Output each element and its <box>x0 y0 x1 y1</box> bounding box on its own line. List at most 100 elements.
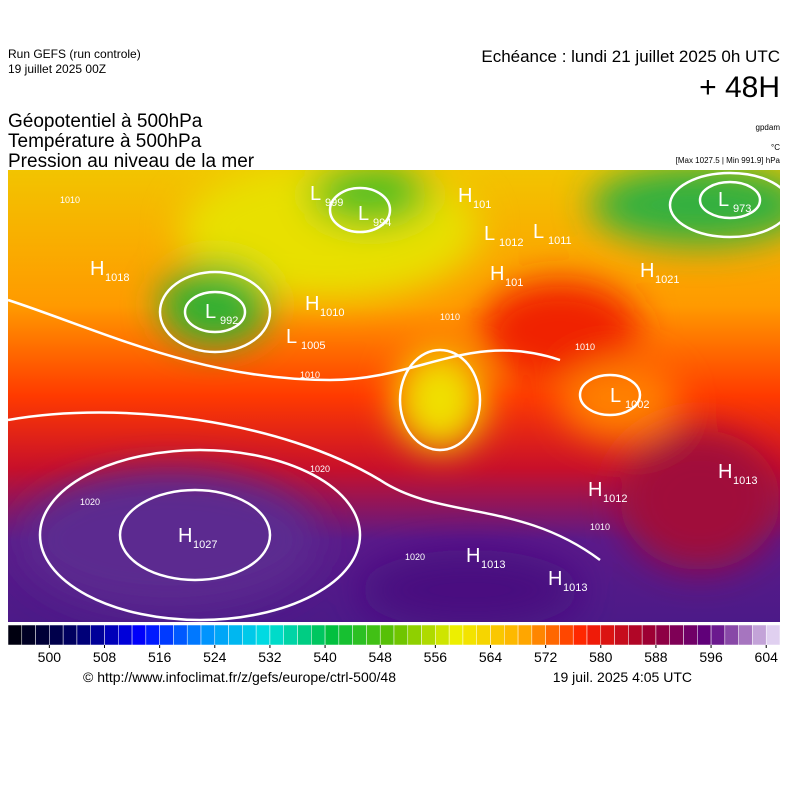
colorbar-tick-label: 548 <box>369 649 393 665</box>
center-kind: L <box>310 183 321 205</box>
colorbar-swatch <box>517 624 533 646</box>
center-value: 1013 <box>563 582 587 594</box>
colorbar-swatch <box>655 624 670 646</box>
center-kind: L <box>358 203 369 225</box>
center-value: 973 <box>733 203 751 215</box>
colorbar-tick-label: 540 <box>313 649 337 665</box>
colorbar-swatch <box>214 624 229 646</box>
center-value: 1013 <box>481 559 505 571</box>
colorbar-swatch <box>324 624 340 646</box>
colorbar-swatch <box>586 624 602 646</box>
colorbar-swatch <box>435 624 450 646</box>
unit: gpdam <box>756 123 781 132</box>
source: © http://www.infoclimat.fr/z/gefs/europe… <box>83 669 396 685</box>
isobar-label: 1010 <box>300 370 320 380</box>
colorbar-swatch <box>462 624 477 646</box>
center-value: 1011 <box>548 235 572 247</box>
center-value: 101 <box>473 199 491 211</box>
colorbar-tick-label: 604 <box>755 649 779 665</box>
colorbar-swatch <box>173 624 188 646</box>
forecast: Echéance : lundi 21 juillet 2025 0h UTC <box>481 47 780 66</box>
isobar-label: 1010 <box>60 195 80 205</box>
colorbar-tick-label: 588 <box>644 649 668 665</box>
colorbar-swatch <box>242 624 257 646</box>
map <box>8 170 780 622</box>
colorbar-tick-label: 500 <box>38 649 62 665</box>
colorbar-tick-label: 596 <box>699 649 723 665</box>
colorbar-swatch <box>90 624 105 646</box>
colorbar-swatch <box>421 624 436 646</box>
colorbar-swatch <box>476 624 491 646</box>
center-kind: H <box>90 258 104 280</box>
run-date: 19 juillet 2025 00Z <box>8 62 106 76</box>
colorbar-swatch <box>448 624 464 646</box>
isobar-label: 1020 <box>405 552 425 562</box>
center-kind: H <box>548 568 562 590</box>
colorbar-swatch <box>490 624 505 646</box>
colorbar-swatch <box>683 624 698 646</box>
colorbar-swatch <box>145 624 160 646</box>
colorbar-swatch <box>7 624 23 646</box>
center-value: 1012 <box>499 237 523 249</box>
isobar-label: 1010 <box>590 522 610 532</box>
colorbar-swatch <box>269 624 284 646</box>
colorbar-swatch <box>752 624 767 646</box>
center-kind: H <box>305 293 319 315</box>
colorbar-swatch <box>228 624 243 646</box>
center-value: 1021 <box>655 274 679 286</box>
colorbar-swatch <box>366 624 381 646</box>
center-kind: H <box>718 461 732 483</box>
title: Géopotentiel à 500hPa <box>8 111 203 132</box>
center-value: 1012 <box>603 493 627 505</box>
colorbar-tick-label: 564 <box>479 649 503 665</box>
colorbar-swatch <box>311 624 326 646</box>
center-value: 1013 <box>733 475 757 487</box>
colorbar-swatch <box>614 624 629 646</box>
colorbar-swatch <box>200 624 216 646</box>
colorbar-swatch <box>297 624 312 646</box>
colorbar-tick-label: 532 <box>258 649 282 665</box>
colorbar-swatch <box>104 624 119 646</box>
center-value: 1010 <box>320 307 344 319</box>
center-kind: H <box>466 545 480 567</box>
center-kind: H <box>458 185 472 207</box>
colorbar-swatch <box>186 624 202 646</box>
center-value: 994 <box>373 217 391 229</box>
center-kind: H <box>178 525 192 547</box>
colorbar-swatch <box>62 624 78 646</box>
colorbar-tick-label: 556 <box>424 649 448 665</box>
generated: 19 juil. 2025 4:05 UTC <box>553 669 692 685</box>
colorbar-swatch <box>641 624 657 646</box>
colorbar-swatch <box>669 624 684 646</box>
colorbar-swatch <box>710 624 726 646</box>
center-kind: H <box>490 263 504 285</box>
colorbar-swatch <box>21 624 36 646</box>
colorbar-swatch <box>504 624 519 646</box>
center-value: 1002 <box>625 399 649 411</box>
colorbar-swatch <box>76 624 91 646</box>
isobar-label: 1010 <box>440 312 460 322</box>
isobar-label: 1010 <box>575 342 595 352</box>
colorbar-swatch <box>338 624 353 646</box>
colorbar-swatch <box>407 624 422 646</box>
center-value: 999 <box>325 197 343 209</box>
colorbar-swatch <box>545 624 560 646</box>
center-kind: L <box>484 223 495 245</box>
run: Run GEFS (run controle) <box>8 47 141 61</box>
colorbar-swatch <box>628 624 643 646</box>
title: Pression au niveau de la mer <box>8 151 255 172</box>
center-kind: L <box>205 301 216 323</box>
center-kind: H <box>588 479 602 501</box>
colorbar-tick-label: 572 <box>534 649 558 665</box>
colorbar-swatch <box>49 624 64 646</box>
center-kind: L <box>286 326 297 348</box>
colorbar-swatch <box>531 624 546 646</box>
colorbar-swatch <box>738 624 753 646</box>
colorbar-tick-label: 580 <box>589 649 613 665</box>
center-kind: L <box>533 221 544 243</box>
colorbar-swatch <box>131 624 147 646</box>
center-value: 1005 <box>301 340 325 352</box>
colorbar-swatch <box>118 624 133 646</box>
pressure-range: [Max 1027.5 | Min 991.9] hPa <box>676 156 781 165</box>
